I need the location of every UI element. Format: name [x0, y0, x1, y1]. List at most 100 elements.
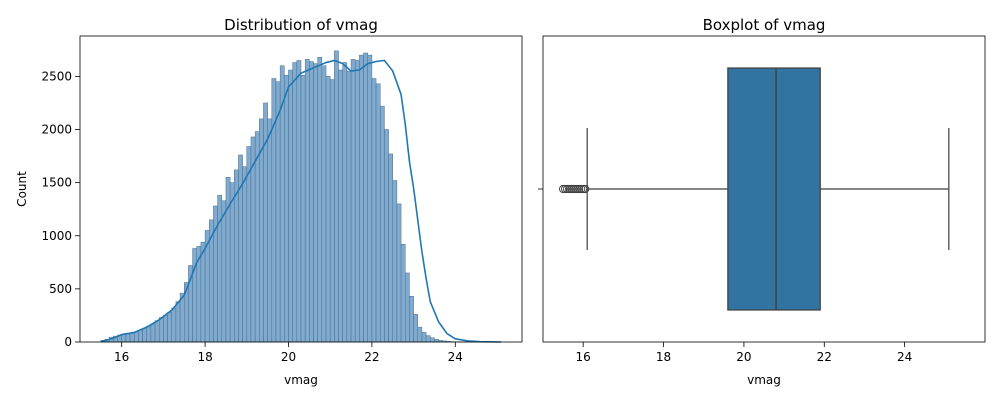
histogram-bar — [150, 323, 156, 343]
histogram-bar — [138, 330, 143, 343]
histogram-bar — [238, 154, 243, 343]
boxplot-marks — [558, 67, 950, 311]
outlier-point — [575, 184, 584, 194]
histogram-bar — [288, 69, 293, 343]
x-tick-label: 18 — [656, 350, 671, 364]
histogram-bar — [171, 307, 177, 343]
histogram-bar — [329, 79, 335, 343]
histogram-bar — [317, 57, 323, 343]
histogram-bar — [163, 315, 168, 343]
boxplot-panel: Boxplot of vmag 16 18 20 22 24 vmag — [538, 16, 986, 387]
y-tick-label: 2500 — [41, 69, 72, 83]
histogram-bar — [129, 332, 135, 343]
histogram-bar — [309, 61, 314, 343]
histogram-bar — [296, 60, 302, 343]
boxplot-x-label: vmag — [747, 373, 781, 387]
histogram-bar — [229, 182, 235, 343]
histogram-bars — [100, 50, 481, 343]
histogram-bar — [133, 331, 139, 343]
histogram-y-label: Count — [15, 171, 29, 207]
x-tick-label: 22 — [817, 350, 832, 364]
y-tick-label: 2000 — [41, 123, 72, 137]
outlier-point — [563, 184, 572, 194]
histogram-bar — [254, 131, 260, 343]
histogram-y-ticks: 0 500 1000 1500 2000 2500 — [41, 69, 80, 349]
histogram-bar — [379, 105, 385, 343]
histogram-bar — [267, 118, 273, 343]
histogram-bar — [325, 76, 331, 343]
iqr-box — [727, 67, 821, 311]
histogram-bar — [313, 63, 318, 343]
x-tick-label: 22 — [364, 350, 379, 364]
histogram-bar — [225, 177, 231, 343]
histogram-bar — [154, 320, 160, 343]
histogram-bar — [217, 195, 223, 343]
histogram-bar — [167, 312, 172, 343]
histogram-bar — [242, 166, 248, 343]
histogram-bar — [146, 325, 152, 343]
x-tick-label: 24 — [897, 350, 912, 364]
histogram-bar — [121, 334, 127, 343]
y-tick-label: 1000 — [41, 229, 72, 243]
y-tick-label: 1500 — [41, 176, 72, 190]
histogram-bar — [338, 69, 343, 343]
histogram-bar — [175, 301, 181, 343]
outlier-point — [569, 184, 578, 194]
histogram-bar — [409, 296, 414, 343]
histogram-bar — [359, 54, 364, 343]
histogram-bar — [430, 337, 435, 343]
outlier-point — [558, 184, 568, 194]
y-tick-label: 500 — [49, 282, 72, 296]
histogram-bar — [271, 78, 277, 343]
histogram-x-label: vmag — [284, 373, 318, 387]
histogram-bar — [354, 60, 360, 343]
histogram-bar — [384, 129, 389, 343]
histogram-bar — [421, 332, 427, 343]
histogram-bar — [371, 78, 377, 343]
histogram-bar — [292, 62, 298, 343]
histogram-bar — [405, 272, 410, 343]
histogram-title: Distribution of vmag — [224, 16, 378, 34]
histogram-bar — [346, 70, 352, 343]
histogram-bar — [221, 200, 227, 343]
histogram-bar — [388, 153, 393, 343]
histogram-bar — [417, 326, 423, 343]
histogram-x-ticks: 16 18 20 22 24 — [114, 342, 463, 364]
histogram-bar — [400, 244, 406, 343]
boxplot-x-ticks: 16 18 20 22 24 — [576, 342, 912, 364]
histogram-bar — [200, 241, 206, 343]
outlier-point — [561, 184, 570, 194]
kde-line — [100, 59, 502, 343]
histogram-bar — [284, 75, 289, 343]
histogram-bar — [275, 81, 281, 343]
outlier-point — [577, 184, 586, 194]
x-tick-label: 20 — [281, 350, 296, 364]
histogram-bar — [375, 83, 381, 343]
histogram-bar — [425, 335, 431, 343]
histogram-bar — [367, 54, 373, 343]
histogram-bar — [396, 203, 402, 343]
histogram-bar — [413, 314, 418, 343]
histogram-bar — [334, 50, 339, 343]
x-tick-label: 16 — [114, 350, 129, 364]
histogram-frame — [79, 35, 523, 343]
outlier-point — [581, 184, 590, 194]
histogram-bar — [300, 75, 306, 343]
histogram-bar — [158, 317, 164, 343]
boxplot-title: Boxplot of vmag — [703, 16, 826, 34]
y-tick-label: 0 — [64, 335, 72, 349]
outlier-point — [579, 184, 588, 194]
outlier-point — [571, 184, 580, 194]
outlier-point — [565, 184, 574, 194]
histogram-bar — [304, 59, 310, 343]
histogram-bar — [342, 62, 348, 343]
histogram-bar — [321, 65, 327, 343]
x-tick-label: 20 — [736, 350, 751, 364]
histogram-bar — [363, 52, 368, 343]
histogram-bar — [392, 180, 398, 343]
x-tick-label: 18 — [197, 350, 212, 364]
outlier-point — [573, 184, 582, 194]
x-tick-label: 16 — [576, 350, 591, 364]
histogram-bar — [125, 333, 131, 343]
